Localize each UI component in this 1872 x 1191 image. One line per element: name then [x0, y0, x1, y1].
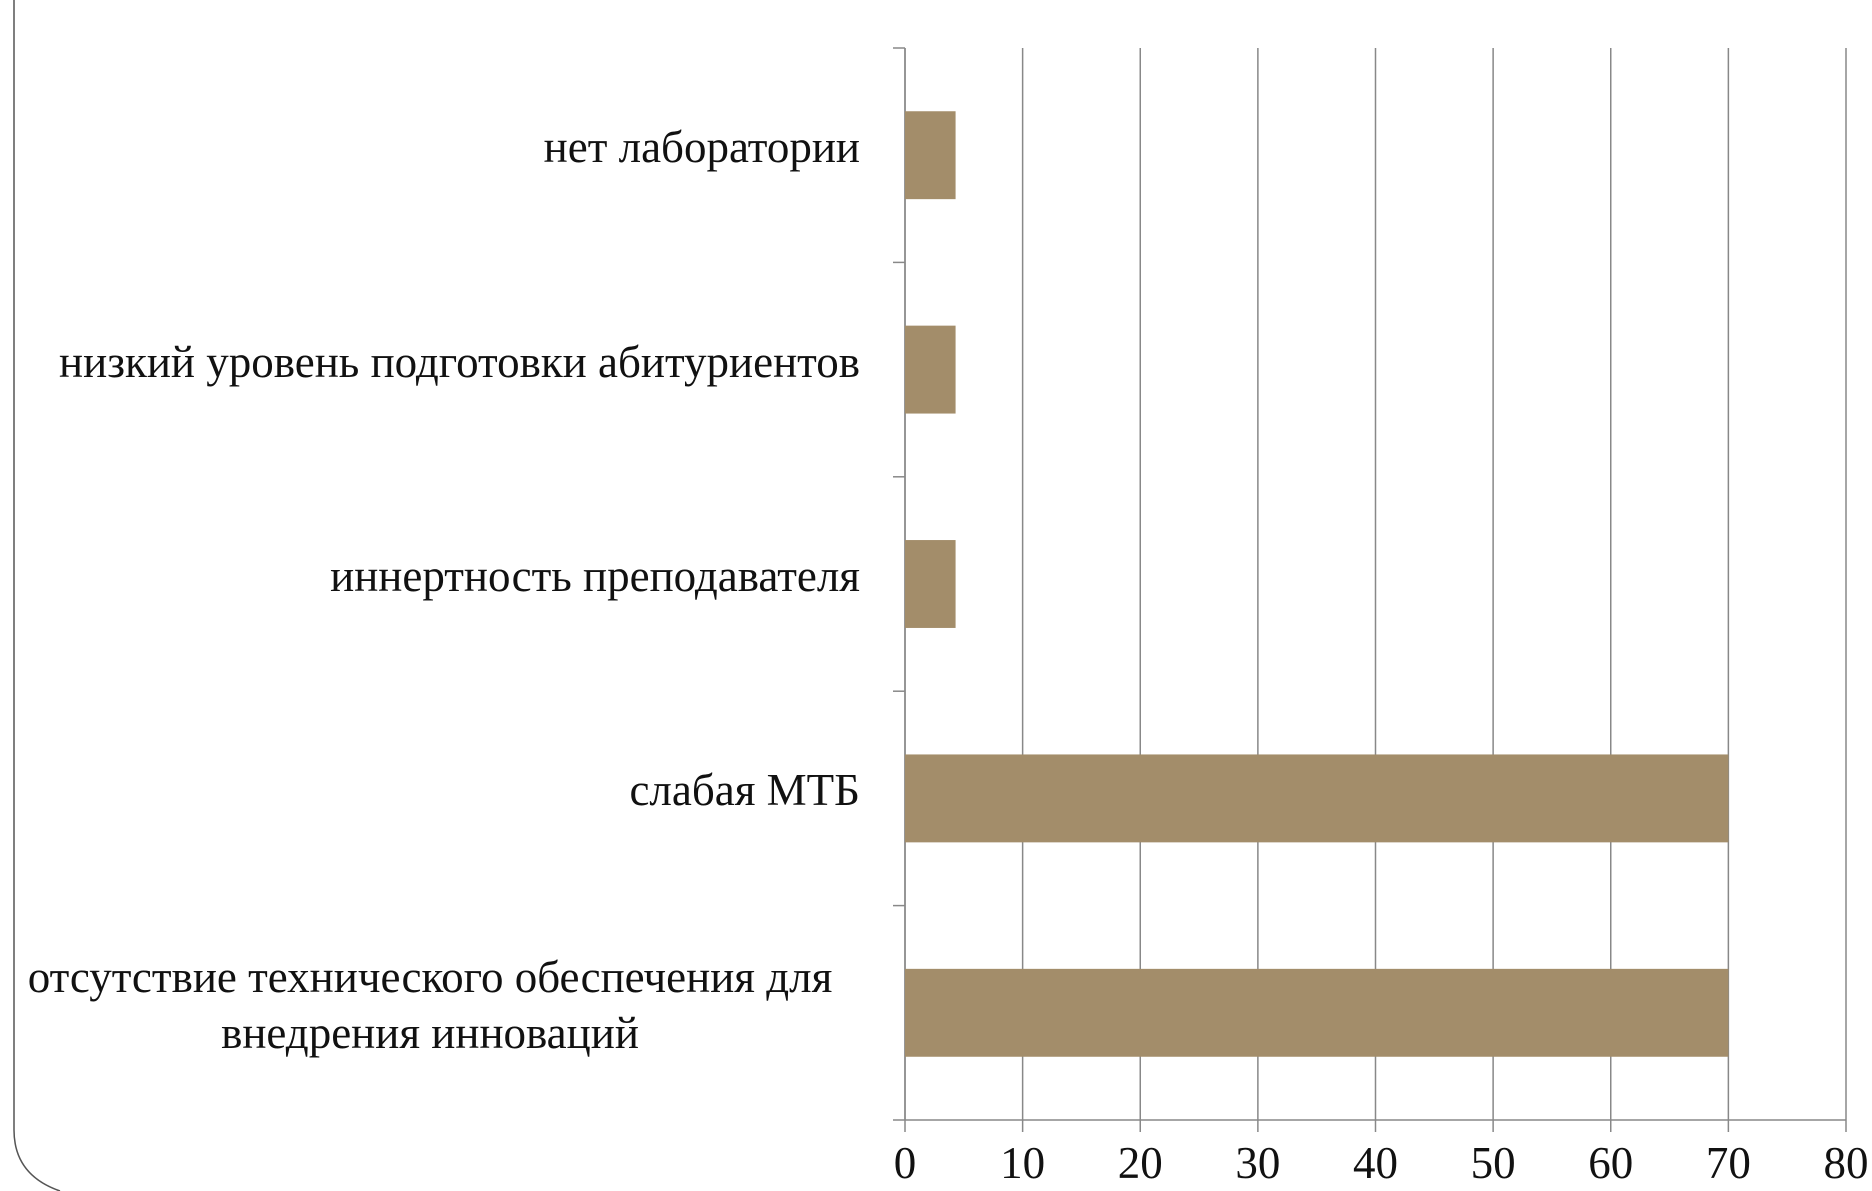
bar: [905, 754, 1729, 843]
y-tick-text: иннертность преподавателя: [330, 551, 860, 601]
x-tick-label: 30: [1235, 1138, 1280, 1188]
x-tick-label: 40: [1353, 1138, 1398, 1188]
x-tick-label: 60: [1588, 1138, 1633, 1188]
bar: [905, 540, 956, 628]
y-tick-text: слабая МТБ: [629, 765, 860, 816]
y-tick-label: отсутствие технического обеспечения для …: [0, 949, 860, 1061]
bar: [905, 968, 1729, 1057]
x-tick-label: 20: [1118, 1138, 1163, 1188]
frame: [13, 0, 61, 1191]
y-tick-label: слабая МТБ: [0, 762, 860, 818]
x-tick-label: 10: [1000, 1138, 1045, 1188]
bar: [905, 111, 956, 200]
x-tick-label: 70: [1706, 1138, 1751, 1188]
y-tick-label: нет лаборатории: [0, 119, 860, 175]
y-tick-label: иннертность преподавателя: [0, 548, 860, 604]
y-tick-text: отсутствие технического обеспечения для …: [27, 951, 833, 1058]
x-tick-label: 0: [894, 1138, 917, 1188]
y-tick-text: нет лаборатории: [543, 122, 860, 173]
bar: [905, 325, 956, 414]
y-tick-label: низкий уровень подготовки абитуриентов: [0, 334, 860, 390]
x-tick-label: 80: [1824, 1138, 1869, 1188]
x-tick-label: 50: [1471, 1138, 1516, 1188]
y-tick-text: низкий уровень подготовки абитуриентов: [59, 336, 860, 387]
